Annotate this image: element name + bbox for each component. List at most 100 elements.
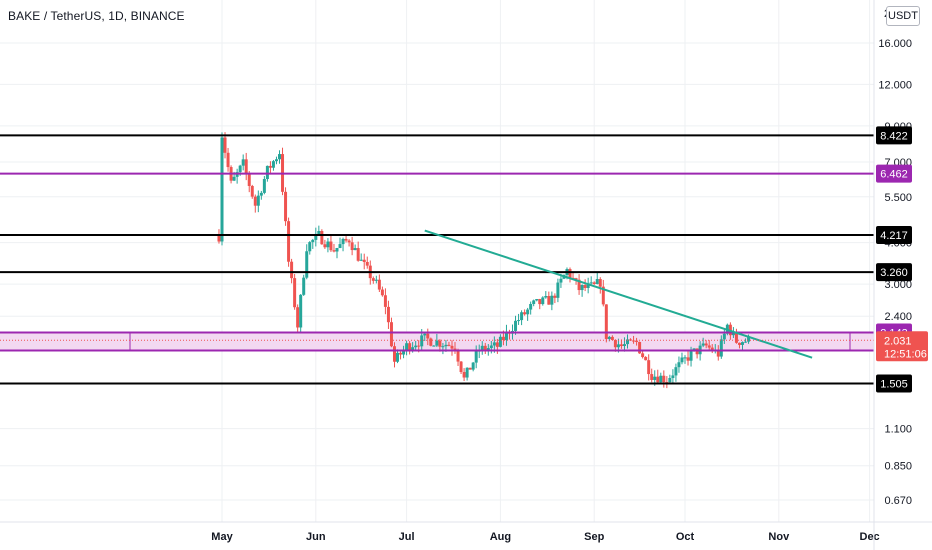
candle-body xyxy=(641,353,645,358)
currency-unit-button[interactable]: USDT xyxy=(886,6,920,26)
candle-body xyxy=(435,340,439,346)
candle-body xyxy=(701,343,705,346)
candle xyxy=(480,341,484,355)
candle xyxy=(604,304,608,343)
candle-body xyxy=(526,309,530,315)
candle xyxy=(290,258,294,284)
candle-body xyxy=(335,247,339,252)
candle-body xyxy=(320,231,324,245)
candle-body xyxy=(414,345,418,348)
candle xyxy=(356,241,360,262)
candle-body xyxy=(541,297,545,305)
x-tick-label: Jul xyxy=(399,531,415,543)
candle xyxy=(281,147,285,196)
candle-body xyxy=(686,357,690,361)
y-tick-label: 5.500 xyxy=(884,192,912,204)
candle-body xyxy=(474,350,478,363)
candle xyxy=(622,337,626,352)
candle xyxy=(737,342,741,349)
candle-body xyxy=(371,278,375,281)
candle xyxy=(284,187,288,226)
x-tick-label: Aug xyxy=(490,531,511,543)
level-tag-bg xyxy=(876,263,912,282)
candle xyxy=(426,328,430,346)
x-tick-label: Jun xyxy=(306,531,326,543)
candle-body xyxy=(677,362,681,368)
level-tag-label: 1.505 xyxy=(880,378,908,390)
level-tag-bg xyxy=(876,374,912,393)
y-tick-label: 16.000 xyxy=(878,38,912,50)
candle xyxy=(744,338,748,343)
candle-body xyxy=(553,295,557,298)
candle xyxy=(719,335,723,359)
candle xyxy=(701,337,705,348)
candle-body xyxy=(356,248,360,261)
candle-body xyxy=(450,345,454,349)
candle-body xyxy=(653,376,657,380)
candle xyxy=(299,294,303,334)
candle xyxy=(383,288,387,315)
candle-body xyxy=(420,335,424,347)
candle-body xyxy=(380,289,384,296)
candle xyxy=(707,340,711,352)
candle xyxy=(665,376,669,389)
y-tick-label: 0.670 xyxy=(884,495,912,507)
candle xyxy=(553,293,557,304)
candle-body xyxy=(317,231,321,234)
candle-body xyxy=(462,372,466,378)
candle-body xyxy=(671,375,675,378)
candle-body xyxy=(514,320,518,331)
candle-body xyxy=(432,345,436,347)
candle-body xyxy=(583,285,587,288)
candle-body xyxy=(408,343,412,351)
candle-body xyxy=(574,278,578,280)
candle-body xyxy=(568,269,572,278)
candle-body xyxy=(471,362,475,370)
candle xyxy=(256,190,260,213)
candle-body xyxy=(601,286,605,305)
candle-body xyxy=(483,345,487,351)
candle xyxy=(601,279,605,307)
candle xyxy=(583,279,587,292)
candle xyxy=(253,194,257,213)
candle xyxy=(483,342,487,355)
candle-body xyxy=(468,367,472,370)
candle-body xyxy=(362,259,366,262)
candle xyxy=(326,238,330,253)
candle xyxy=(535,299,539,302)
candle-body xyxy=(619,344,623,347)
level-tag-label: 3.260 xyxy=(880,267,908,279)
candle-body xyxy=(734,331,738,343)
candle xyxy=(226,147,230,172)
candle-body xyxy=(532,300,536,304)
candle-body xyxy=(262,179,266,193)
candle xyxy=(498,334,502,348)
candle xyxy=(335,247,339,259)
candle-body xyxy=(589,282,593,284)
descending-trendline[interactable] xyxy=(424,229,813,359)
candle xyxy=(441,342,445,355)
candle-body xyxy=(347,240,351,243)
candle xyxy=(308,241,312,255)
candle-body xyxy=(341,238,345,245)
candle xyxy=(641,350,645,359)
candle xyxy=(447,341,451,347)
candle-body xyxy=(747,336,751,342)
candle-body xyxy=(638,341,642,354)
candle-body xyxy=(392,346,396,362)
candle-body xyxy=(659,375,663,383)
candle xyxy=(635,337,639,346)
candle xyxy=(341,237,345,252)
candle-body xyxy=(377,279,381,290)
candle xyxy=(302,274,306,296)
candle-body xyxy=(719,339,723,357)
candle xyxy=(453,342,457,354)
candle-body xyxy=(453,348,457,351)
candle-body xyxy=(632,340,636,342)
candle xyxy=(320,229,324,245)
candle-body xyxy=(613,339,617,348)
candle xyxy=(459,361,463,375)
candle xyxy=(520,310,524,326)
candle-body xyxy=(386,306,390,323)
